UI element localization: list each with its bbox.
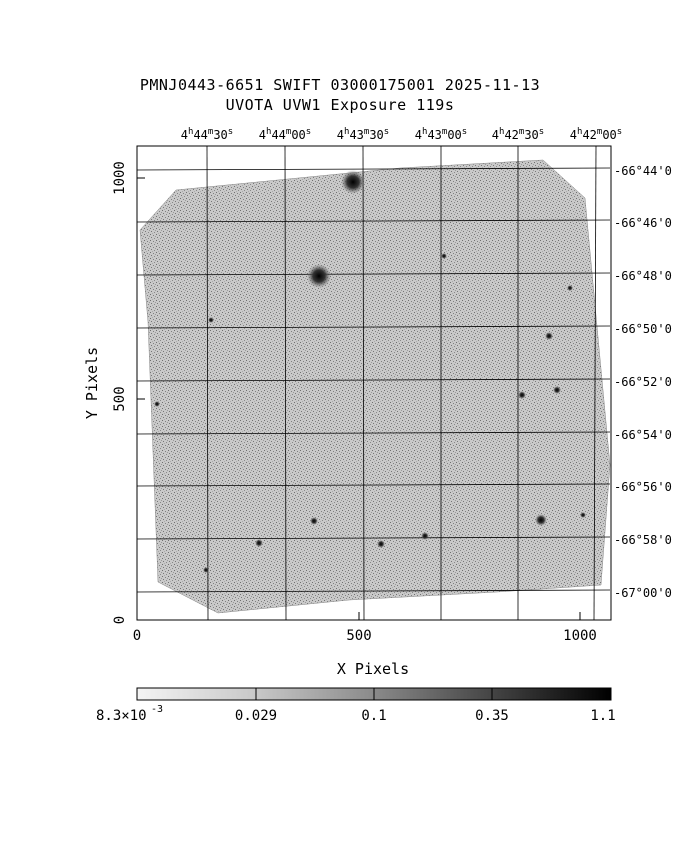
plot-title-line1: PMNJ0443-6651 SWIFT 03000175001 2025-11-… (139, 76, 541, 94)
point-source (377, 540, 385, 548)
dec-tick-label: -66°46'0 (614, 216, 672, 230)
point-source (545, 332, 553, 340)
exposure-field (139, 159, 611, 614)
dec-tick-label: -66°56'0 (614, 480, 672, 494)
point-source (154, 401, 160, 407)
dec-tick-label: -66°52'0 (614, 375, 672, 389)
dec-tick-label: -66°48'0 (614, 269, 672, 283)
ra-tick-label: 4h44m00s (259, 127, 311, 142)
point-source (310, 517, 318, 525)
colorbar-exponent: -3 (151, 704, 163, 715)
dec-tick-labels: -66°44'0 -66°46'0 -66°48'0 -66°50'0 -66°52'0… (614, 164, 672, 600)
colorbar-label: 0.35 (475, 708, 509, 724)
dec-tick-label: -66°50'0 (614, 322, 672, 336)
bright-source (307, 264, 331, 288)
point-source (255, 539, 263, 547)
point-source (421, 532, 429, 540)
sources (154, 170, 586, 573)
point-source (567, 285, 573, 291)
x-tick-label: 500 (346, 628, 371, 644)
plot-frame (136, 145, 612, 621)
point-source (580, 512, 586, 518)
ra-tick-label: 4h43m30s (337, 127, 389, 142)
point-source (208, 317, 214, 323)
ra-tick-label: 4h42m00s (570, 127, 622, 142)
colorbar-label: 0.029 (235, 708, 277, 724)
point-source (535, 514, 547, 526)
ra-tick-label: 4h42m30s (492, 127, 544, 142)
coordinate-grid (136, 145, 611, 621)
ra-tick-label: 4h44m30s (181, 127, 233, 142)
colorbar-label: 1.1 (590, 708, 615, 724)
y-tick-label: 1000 (112, 161, 128, 195)
dec-tick-label: -67°00'0 (614, 586, 672, 600)
point-source (441, 253, 447, 259)
x-tick-label: 0 (133, 628, 141, 644)
ra-tick-label: 4h43m00s (415, 127, 467, 142)
plot-title-line2: UVOTA UVW1 Exposure 119s (225, 96, 455, 114)
ra-tick-labels: 4h44m30s 4h44m00s 4h43m30s 4h43m00s 4h42m30s… (181, 127, 622, 142)
dec-tick-label: -66°58'0 (614, 533, 672, 547)
x-tick-label: 1000 (563, 628, 597, 644)
point-source (553, 386, 561, 394)
x-axis-label: X Pixels (337, 660, 409, 678)
point-source (518, 391, 526, 399)
y-axis-label: Y Pixels (83, 347, 101, 419)
colorbar-label: 0.1 (361, 708, 386, 724)
colorbar-label: 8.3×10 (96, 708, 147, 724)
y-tick-label: 500 (112, 386, 128, 411)
y-tick-label: 0 (112, 616, 128, 624)
dec-tick-label: -66°54'0 (614, 428, 672, 442)
bright-source (341, 170, 365, 194)
dec-tick-label: -66°44'0 (614, 164, 672, 178)
point-source (203, 567, 209, 573)
